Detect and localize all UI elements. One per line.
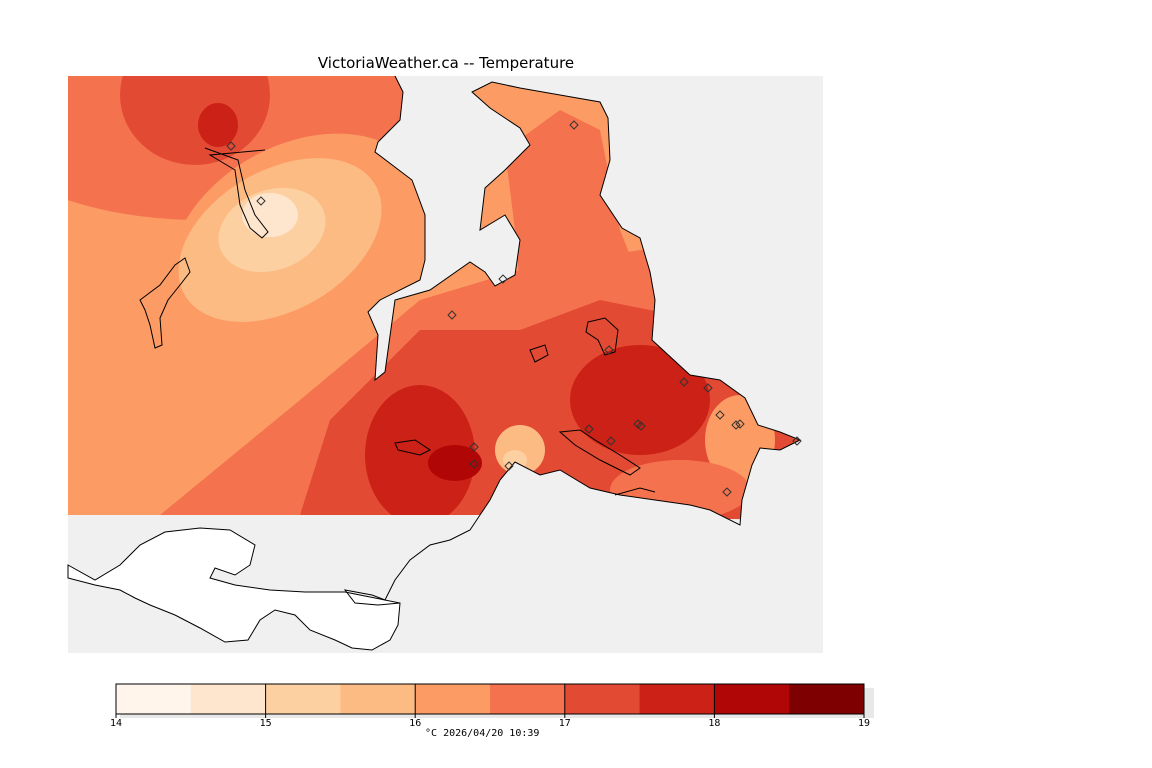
legend-swatches: [116, 684, 865, 714]
legend-tick-label: 19: [858, 718, 870, 729]
legend-ticks: 14 15 16 17 18 19: [110, 684, 870, 729]
legend-tick-label: 15: [260, 718, 272, 729]
station-marker: [735, 419, 745, 429]
map-title: VictoriaWeather.ca -- Temperature: [317, 54, 575, 72]
legend-swatch: [714, 684, 790, 714]
station-marker: [792, 436, 802, 446]
station-marker: [703, 383, 713, 393]
legend-tick-label: 18: [708, 718, 720, 729]
legend-swatch: [340, 684, 416, 714]
legend-tick-label: 16: [409, 718, 421, 729]
station-marker: [606, 436, 616, 446]
station-marker: [679, 377, 689, 387]
station-marker: [569, 120, 579, 130]
station-marker: [604, 345, 614, 355]
legend-swatch: [564, 684, 641, 714]
station-marker: [715, 410, 725, 420]
station-marker: [504, 461, 514, 471]
legend-swatch: [415, 684, 491, 714]
legend-swatch: [490, 684, 566, 714]
legend-tick-label: 17: [559, 718, 571, 729]
coastlines: [139, 75, 802, 526]
station-marker: [636, 421, 646, 431]
legend-swatch: [639, 684, 715, 714]
legend-timestamp: 2026/04/20 10:39: [443, 728, 540, 739]
legend-unit: °C: [425, 728, 438, 739]
station-markers: [226, 120, 802, 497]
southern-coastline: [343, 514, 481, 606]
station-marker: [498, 274, 508, 284]
station-marker: [447, 310, 457, 320]
station-marker: [584, 424, 594, 434]
legend-swatch: [789, 684, 865, 714]
legend-caption: °C 2026/04/20 10:39: [425, 728, 539, 739]
station-marker: [226, 141, 236, 151]
southern-landmass: [67, 527, 401, 651]
station-marker: [469, 442, 479, 452]
legend-swatch: [265, 684, 341, 714]
station-marker: [469, 459, 479, 469]
station-marker: [256, 196, 266, 206]
legend-swatch: [116, 684, 192, 714]
station-marker: [722, 487, 732, 497]
station-marker: [731, 420, 741, 430]
legend-swatch: [190, 684, 267, 714]
legend-tick-label: 14: [110, 718, 122, 729]
